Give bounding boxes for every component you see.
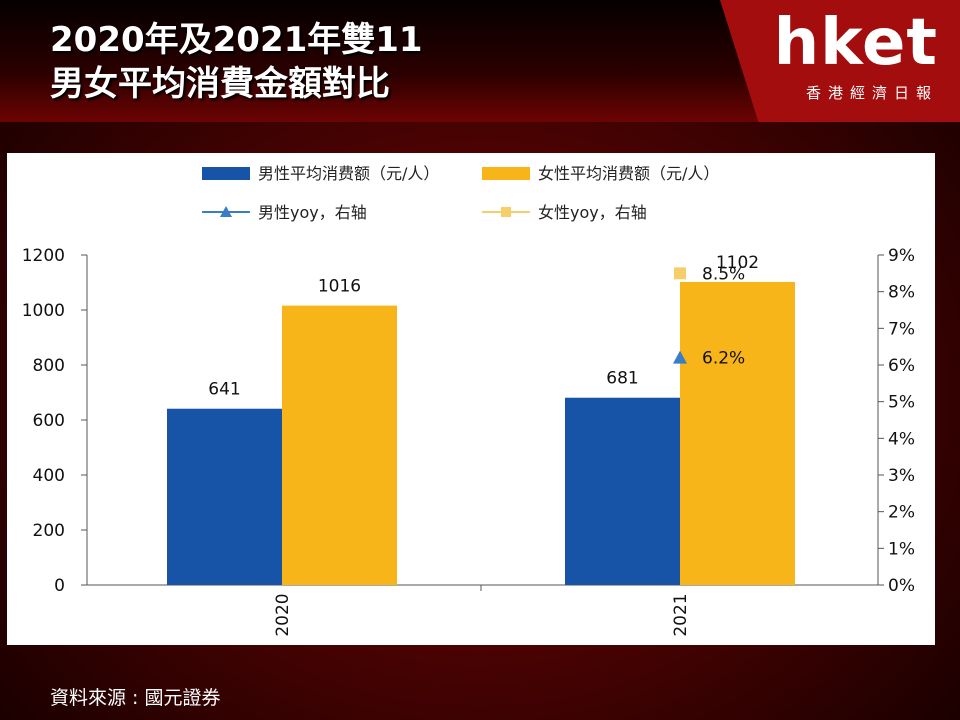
right-tick-label-3: 3% [888,466,915,486]
left-tick-label-3: 600 [33,411,65,431]
right-tick-label-4: 4% [888,429,915,449]
x-tick-label-2020: 2020 [273,593,293,636]
female-yoy-label-2021: 8.5% [702,264,745,284]
legend-marker-2 [220,206,232,217]
x-tick-label-2021: 2021 [671,593,691,636]
legend-swatch-1 [482,167,530,180]
legend-swatch-0 [202,167,250,180]
chart-panel: 男性平均消费额（元/人） 女性平均消费额（元/人） 男性yoy，右轴 女性yoy，右轴… [7,153,935,645]
legend-label-0: 男性平均消费额（元/人） [258,164,439,183]
bar-male-label-2021: 681 [606,369,638,389]
bar-male-2021 [565,397,680,585]
logo-band [720,0,960,122]
page-title: 2020年及2021年雙11 男女平均消費金額對比 [50,18,423,106]
title-line-1: 2020年及2021年雙11 [50,20,423,60]
bar-male-label-2020: 641 [208,380,240,400]
hket-logo: hket [773,6,938,80]
bar-female-label-2021: 1102 [716,253,759,273]
right-tick-label-0: 0% [888,576,915,596]
header-banner: hket 香港經濟日報 2020年及2021年雙11 男女平均消費金額對比 [0,0,960,122]
title-line-2: 男女平均消費金額對比 [50,64,390,104]
legend-label-1: 女性平均消费额（元/人） [538,164,719,183]
left-tick-label-0: 0 [54,576,65,596]
right-tick-label-6: 6% [888,356,915,376]
legend-marker-3 [501,207,511,217]
right-tick-label-2: 2% [888,503,915,523]
right-tick-label-7: 7% [888,319,915,339]
bar-female-2021 [680,281,795,585]
bar-male-2020 [167,408,282,585]
male-yoy-marker-2021 [673,350,687,364]
bar-chart: 男性平均消费额（元/人） 女性平均消费额（元/人） 男性yoy，右轴 女性yoy，右轴… [22,164,915,637]
legend-label-3: 女性yoy，右轴 [538,203,647,222]
male-yoy-label-2021: 6.2% [702,349,745,369]
source-note: 資料來源 : 國元證券 [50,687,221,709]
bar-female-2020 [282,305,397,585]
right-tick-label-8: 8% [888,283,915,303]
left-tick-label-6: 1200 [22,246,65,266]
left-tick-label-5: 1000 [22,301,65,321]
female-yoy-marker-2021 [674,267,686,280]
right-tick-label-1: 1% [888,539,915,559]
legend-label-2: 男性yoy，右轴 [258,203,367,222]
bar-female-label-2020: 1016 [318,277,361,297]
left-tick-label-4: 800 [33,356,65,376]
left-tick-label-1: 200 [33,521,65,541]
left-tick-label-2: 400 [33,466,65,486]
logo-subtitle: 香港經濟日報 [805,84,938,102]
right-tick-label-9: 9% [888,246,915,266]
right-tick-label-5: 5% [888,393,915,413]
